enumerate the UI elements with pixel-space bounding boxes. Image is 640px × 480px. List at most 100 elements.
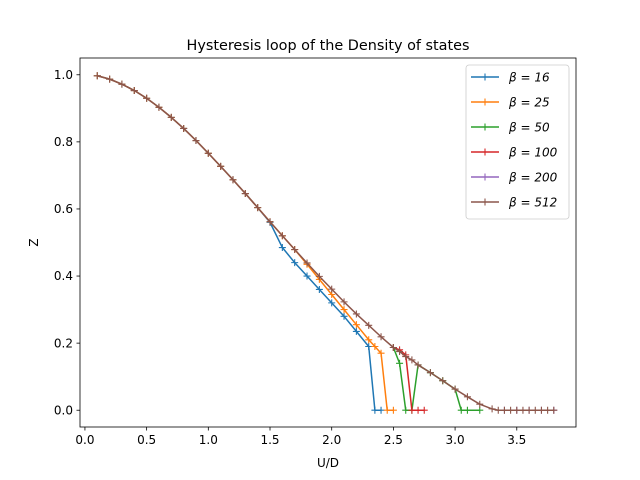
- data-point: [93, 72, 101, 80]
- x-tick-label: 3.5: [507, 433, 526, 447]
- data-point: [352, 327, 360, 335]
- data-point: [451, 385, 459, 393]
- legend-marker: [481, 148, 489, 156]
- legend-label: β = 512: [508, 196, 557, 210]
- data-point: [315, 285, 323, 293]
- data-point: [463, 393, 471, 401]
- y-axis: 0.0 0.2 0.4 0.6 0.8 1.0: [54, 68, 80, 417]
- data-point: [550, 406, 558, 414]
- data-point: [420, 406, 428, 414]
- x-axis-label: U/D: [317, 456, 339, 470]
- data-point: [340, 312, 348, 320]
- plot-frame: [79, 57, 577, 428]
- data-point: [396, 348, 404, 356]
- data-point: [254, 204, 262, 212]
- data-point: [106, 75, 114, 83]
- data-point: [352, 310, 360, 318]
- series-layer: [93, 72, 558, 414]
- legend-label: β = 100: [508, 146, 558, 160]
- data-point: [531, 406, 539, 414]
- y-tick-label: 0.4: [54, 269, 73, 283]
- legend-entry: β = 50: [471, 121, 550, 135]
- data-point: [513, 406, 521, 414]
- data-point: [303, 259, 311, 267]
- legend-label: β = 50: [508, 121, 550, 135]
- data-point: [315, 272, 323, 280]
- data-point: [402, 406, 410, 414]
- x-axis: 0.0 0.5 1.0 1.5 2.0 2.5 3.0 3.5: [75, 427, 526, 447]
- data-point: [143, 94, 151, 102]
- legend-marker: [481, 123, 489, 131]
- y-tick-label: 1.0: [54, 68, 73, 82]
- data-point: [365, 342, 373, 350]
- data-point: [371, 406, 379, 414]
- y-tick-label: 0.0: [54, 403, 73, 417]
- data-point: [525, 406, 533, 414]
- data-point: [291, 246, 299, 254]
- data-point: [291, 259, 299, 267]
- data-point: [192, 137, 200, 145]
- x-tick-label: 2.5: [384, 433, 403, 447]
- x-tick-label: 2.0: [322, 433, 341, 447]
- data-point: [340, 306, 348, 314]
- data-point: [352, 321, 360, 329]
- data-point: [266, 218, 274, 226]
- data-point: [396, 359, 404, 367]
- legend-entry: β = 16: [471, 71, 550, 85]
- data-point: [204, 149, 212, 157]
- legend-entry: β = 100: [471, 146, 558, 160]
- data-point: [371, 342, 379, 350]
- data-point: [408, 356, 416, 364]
- legend: β = 16 β = 25 β = 50 β = 100 β = 200 β = 512: [465, 64, 570, 220]
- x-tick-label: 1.0: [199, 433, 218, 447]
- data-point: [389, 343, 397, 351]
- legend-marker: [481, 173, 489, 181]
- data-point: [118, 80, 126, 88]
- data-point: [328, 285, 336, 293]
- data-point: [155, 103, 163, 111]
- data-point: [365, 321, 373, 329]
- data-point: [241, 190, 249, 198]
- data-point: [537, 406, 545, 414]
- data-point: [389, 406, 397, 414]
- data-point: [278, 244, 286, 252]
- legend-entry: β = 200: [471, 171, 558, 185]
- legend-marker: [481, 98, 489, 106]
- data-point: [507, 406, 515, 414]
- y-tick-label: 0.6: [54, 202, 73, 216]
- legend-marker: [481, 198, 489, 206]
- data-point: [229, 176, 237, 184]
- data-point: [488, 405, 496, 413]
- series-6: [93, 72, 558, 414]
- x-tick-label: 1.5: [260, 433, 279, 447]
- data-point: [463, 406, 471, 414]
- data-point: [519, 406, 527, 414]
- legend-marker: [481, 73, 489, 81]
- data-point: [402, 353, 410, 361]
- data-point: [278, 232, 286, 240]
- data-point: [494, 406, 502, 414]
- data-point: [377, 349, 385, 357]
- y-tick-label: 0.2: [54, 336, 73, 350]
- legend-label: β = 16: [508, 71, 550, 85]
- data-point: [180, 124, 188, 132]
- data-point: [377, 333, 385, 341]
- data-point: [383, 406, 391, 414]
- data-point: [476, 406, 484, 414]
- legend-entry: β = 512: [471, 196, 557, 210]
- legend-label: β = 25: [508, 96, 550, 110]
- legend-entry: β = 25: [471, 96, 550, 110]
- data-point: [457, 406, 465, 414]
- legend-frame: [465, 64, 570, 220]
- data-point: [426, 369, 434, 377]
- data-point: [500, 406, 508, 414]
- data-point: [328, 299, 336, 307]
- data-point: [217, 162, 225, 170]
- data-point: [130, 87, 138, 95]
- data-point: [167, 113, 175, 121]
- data-point: [340, 298, 348, 306]
- data-point: [414, 406, 422, 414]
- chart-title: Hysteresis loop of the Density of states: [187, 38, 470, 54]
- data-point: [476, 400, 484, 408]
